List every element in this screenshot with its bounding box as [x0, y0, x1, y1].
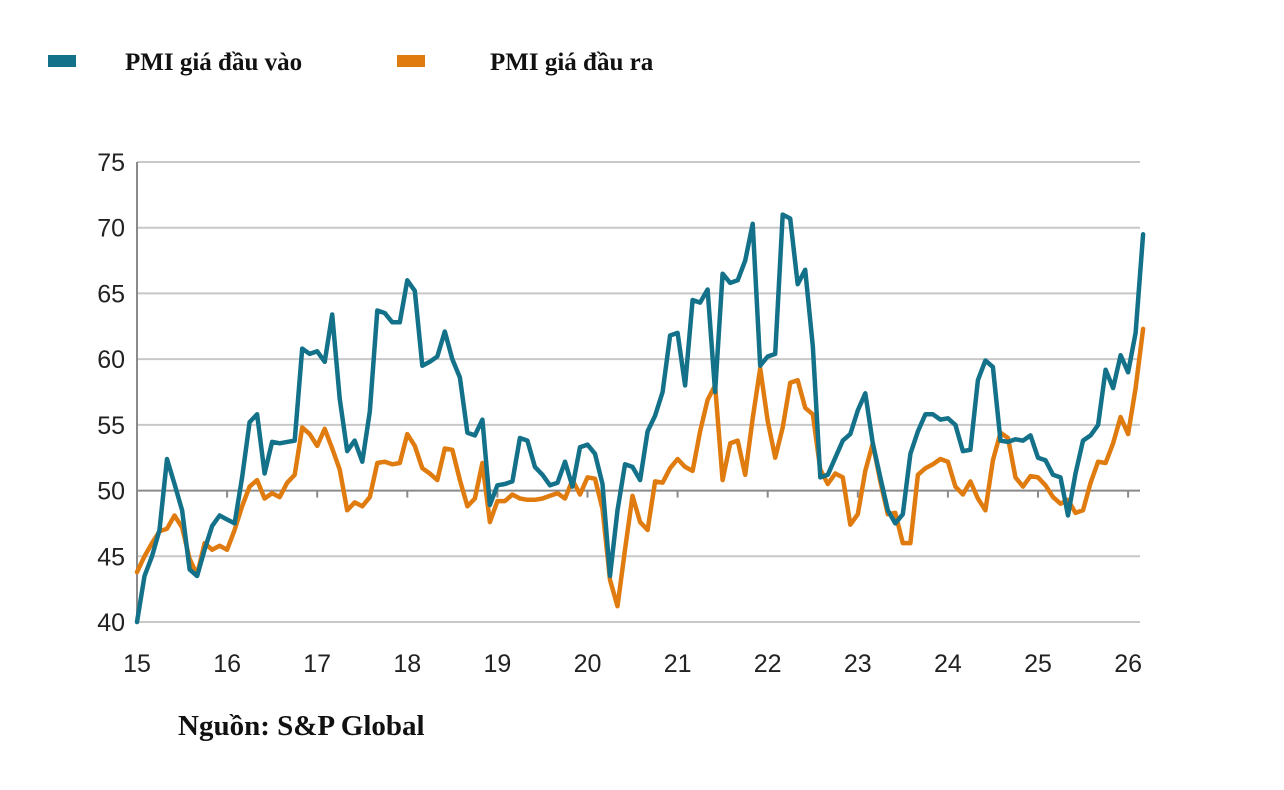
y-tick-label-75: 75: [97, 149, 125, 177]
y-tick-label-50: 50: [97, 478, 125, 506]
x-tick-label-26: 26: [1114, 650, 1142, 678]
legend-label-output: PMI giá đầu ra: [490, 49, 654, 76]
legend-item-output-prices: PMI giá đầu ra: [397, 49, 653, 76]
series-line-0: [134, 212, 1146, 625]
x-tick-label-22: 22: [754, 650, 782, 678]
y-tick-label-55: 55: [97, 412, 125, 440]
x-tick-label-15: 15: [123, 650, 151, 678]
legend-swatch-output: [397, 55, 425, 67]
y-tick-label-45: 45: [97, 543, 125, 571]
x-tick-label-16: 16: [213, 650, 241, 678]
x-tick-label-17: 17: [303, 650, 331, 678]
legend-label-input: PMI giá đầu vào: [125, 49, 303, 76]
x-tick-label-25: 25: [1024, 650, 1052, 678]
x-tick-label-24: 24: [934, 650, 962, 678]
source-note: Nguồn: S&P Global: [178, 710, 425, 742]
y-tick-label-70: 70: [97, 215, 125, 243]
legend-swatch-input: [48, 55, 76, 67]
y-tick-label-40: 40: [97, 609, 125, 637]
y-tick-label-65: 65: [97, 280, 125, 308]
x-tick-label-23: 23: [844, 650, 872, 678]
x-tick-label-20: 20: [574, 650, 602, 678]
series-line-1: [134, 326, 1146, 609]
x-tick-label-18: 18: [393, 650, 421, 678]
legend-item-input-prices: PMI giá đầu vào: [48, 49, 302, 76]
x-tick-label-21: 21: [664, 650, 692, 678]
x-tick-label-19: 19: [483, 650, 511, 678]
y-tick-label-60: 60: [97, 346, 125, 374]
